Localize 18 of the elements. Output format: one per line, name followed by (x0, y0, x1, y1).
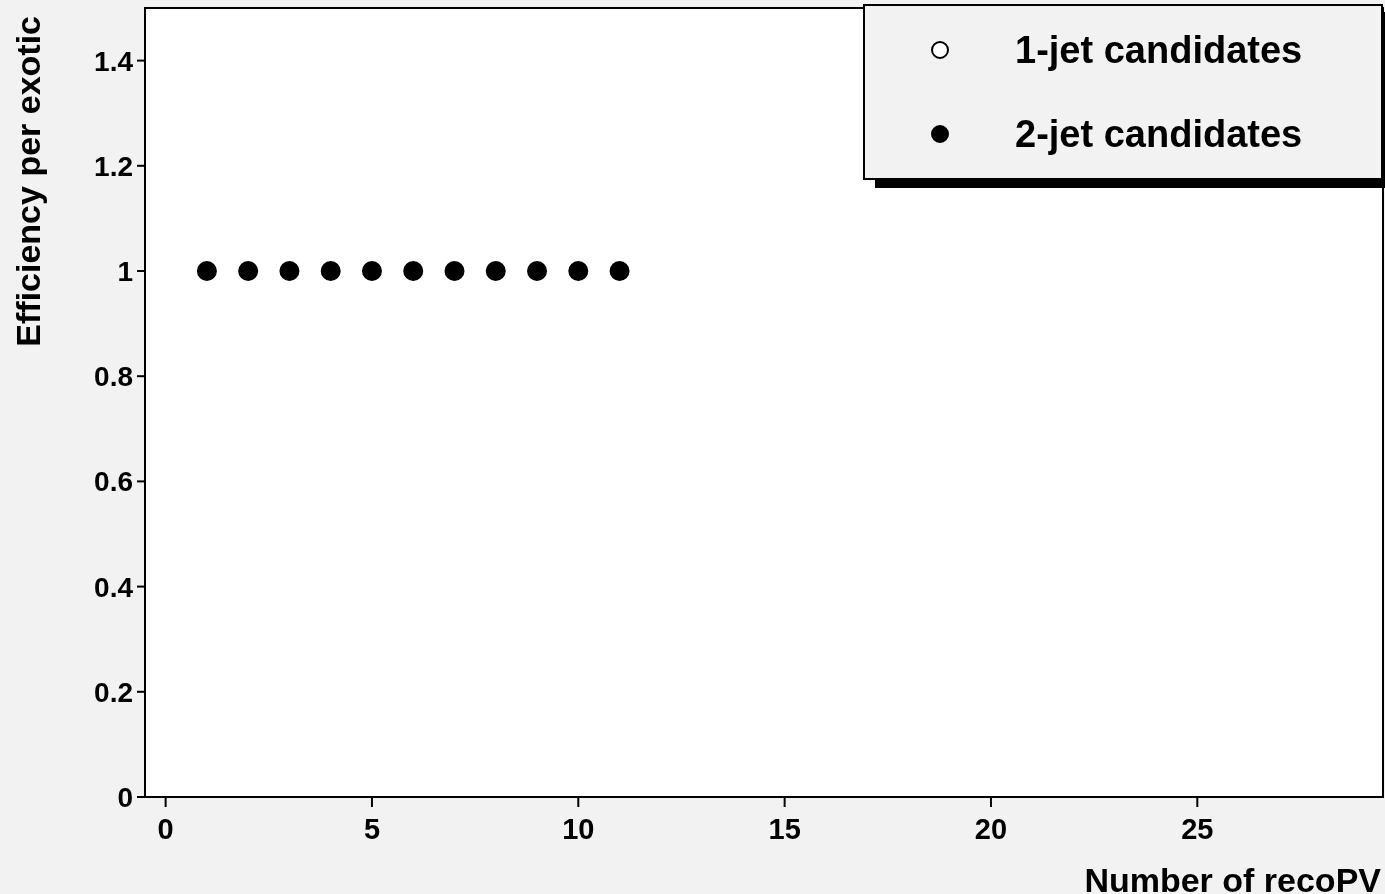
legend-label: 2-jet candidates (1015, 112, 1303, 156)
y-tick-label: 0.4 (94, 571, 134, 603)
y-tick-label: 1 (117, 256, 133, 287)
legend-label: 1-jet candidates (1015, 28, 1303, 72)
x-tick-label: 10 (562, 813, 595, 845)
y-tick-label: 1.4 (94, 45, 134, 77)
x-tick-label: 20 (974, 813, 1008, 845)
y-axis-title: Efficiency per exotic (9, 16, 47, 347)
y-tick-label: 0.2 (94, 676, 133, 708)
y-tick-label: 0.8 (94, 361, 133, 393)
x-tick-label: 5 (363, 813, 381, 845)
x-axis-title: Number of recoPV (1084, 861, 1382, 894)
x-tick-label: 0 (157, 813, 174, 845)
y-tick-label: 0.6 (94, 466, 133, 498)
y-tick-label: 1.2 (94, 150, 133, 182)
y-tick-label: 0 (117, 782, 133, 813)
x-tick-label: 25 (1181, 813, 1214, 845)
x-tick-label: 15 (768, 813, 801, 845)
